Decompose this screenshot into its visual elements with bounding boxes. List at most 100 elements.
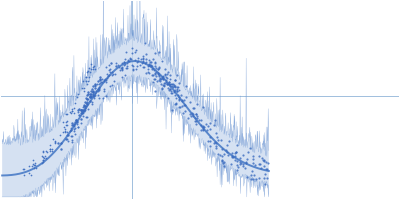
Point <box>106 68 112 72</box>
Point <box>251 174 257 177</box>
Point <box>165 82 171 85</box>
Point <box>153 71 160 74</box>
Point <box>65 133 71 136</box>
Point <box>68 127 74 130</box>
Point <box>234 144 240 147</box>
Point <box>88 62 94 65</box>
Point <box>78 121 84 125</box>
Point <box>125 59 132 62</box>
Point <box>68 109 75 112</box>
Point <box>138 58 144 61</box>
Point <box>115 63 122 67</box>
Point <box>229 155 236 159</box>
Point <box>218 138 224 142</box>
Point <box>198 118 204 122</box>
Point <box>79 86 86 89</box>
Point <box>130 64 136 68</box>
Point <box>250 154 256 158</box>
Point <box>172 102 178 106</box>
Point <box>124 65 130 68</box>
Point <box>164 96 171 100</box>
Point <box>71 127 78 131</box>
Point <box>237 162 244 165</box>
Point <box>73 118 80 121</box>
Point <box>62 123 69 126</box>
Point <box>128 58 134 61</box>
Point <box>174 85 180 89</box>
Point <box>75 126 82 129</box>
Point <box>49 147 55 150</box>
Point <box>152 60 158 63</box>
Point <box>84 103 90 106</box>
Point <box>200 129 206 132</box>
Point <box>252 163 258 166</box>
Point <box>212 132 219 135</box>
Point <box>38 162 45 165</box>
Point <box>182 95 189 98</box>
Point <box>173 103 179 106</box>
Point <box>224 150 230 154</box>
Point <box>40 150 46 153</box>
Point <box>163 83 170 86</box>
Point <box>87 94 94 97</box>
Point <box>133 48 140 51</box>
Point <box>215 138 221 141</box>
Point <box>68 108 75 111</box>
Point <box>164 77 170 80</box>
Point <box>31 167 37 170</box>
Point <box>96 87 102 91</box>
Point <box>240 165 246 168</box>
Point <box>81 87 87 90</box>
Point <box>155 68 162 71</box>
Point <box>68 128 74 131</box>
Point <box>193 113 199 116</box>
Point <box>193 112 199 115</box>
Point <box>103 94 109 97</box>
Point <box>155 73 161 76</box>
Point <box>83 101 89 105</box>
Point <box>90 89 96 92</box>
Point <box>168 82 175 86</box>
Point <box>20 173 27 177</box>
Point <box>157 77 163 81</box>
Point <box>211 141 218 144</box>
Point <box>166 80 172 83</box>
Point <box>134 64 140 67</box>
Point <box>237 156 244 160</box>
Point <box>70 111 77 115</box>
Point <box>95 86 102 89</box>
Point <box>164 72 170 75</box>
Point <box>134 59 141 62</box>
Point <box>116 65 122 68</box>
Point <box>92 84 98 87</box>
Point <box>40 155 46 159</box>
Point <box>65 139 71 142</box>
Point <box>160 77 166 81</box>
Point <box>169 85 176 88</box>
Point <box>201 125 208 128</box>
Point <box>85 79 92 83</box>
Point <box>147 60 154 63</box>
Point <box>237 161 244 164</box>
Point <box>52 140 58 143</box>
Point <box>190 112 196 115</box>
Point <box>232 150 239 153</box>
Point <box>103 66 110 69</box>
Point <box>176 105 182 108</box>
Point <box>162 68 168 71</box>
Point <box>129 46 136 49</box>
Point <box>43 156 49 159</box>
Point <box>84 70 90 73</box>
Point <box>92 68 98 71</box>
Point <box>166 73 173 77</box>
Point <box>181 103 187 106</box>
Point <box>89 93 96 96</box>
Point <box>242 167 249 170</box>
Point <box>159 87 166 90</box>
Point <box>26 171 32 174</box>
Point <box>250 157 256 160</box>
Point <box>33 167 40 170</box>
Point <box>109 70 115 74</box>
Point <box>135 56 141 59</box>
Point <box>75 109 82 112</box>
